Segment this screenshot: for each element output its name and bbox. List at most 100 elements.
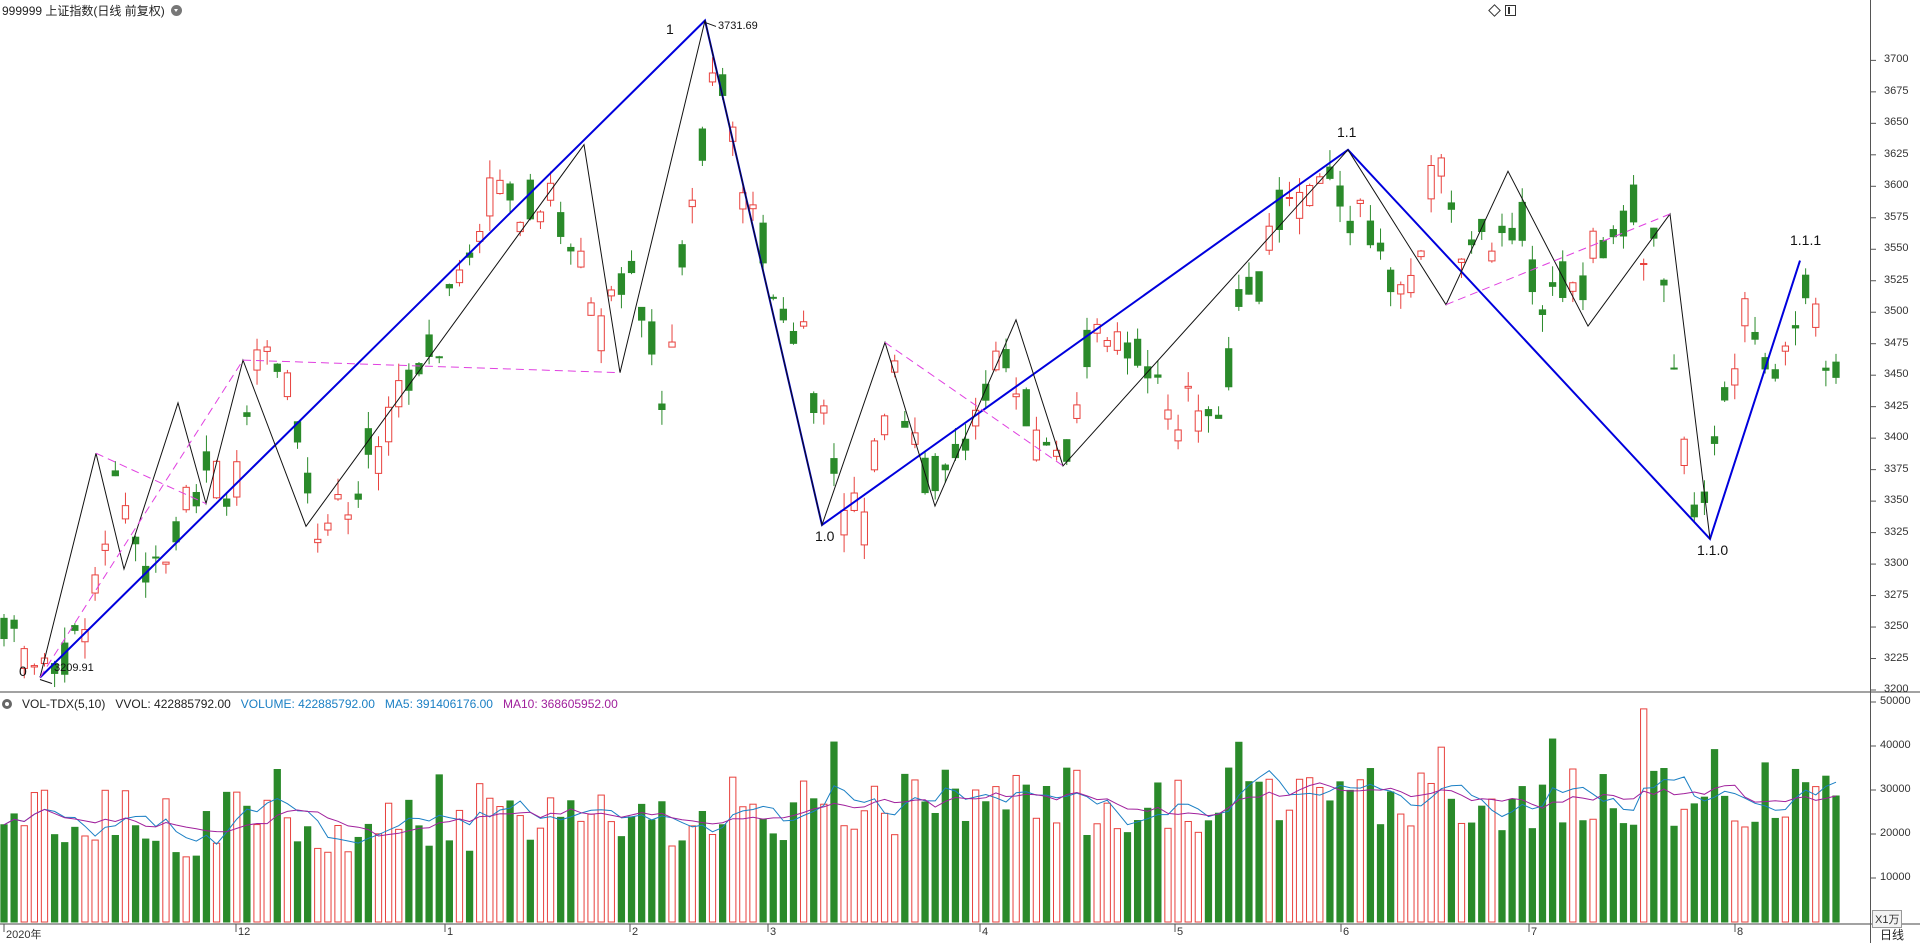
volume-indicator-title: VOL-TDX(5,10) VVOL: 422885792.00 VOLUME:… [2, 697, 618, 711]
volume-bar [1700, 796, 1709, 923]
candle-body [1194, 410, 1202, 432]
volume-bar [1437, 746, 1445, 923]
volume-bar [243, 805, 251, 923]
volume-bar [1245, 781, 1253, 923]
candle-body [840, 509, 848, 536]
low-marker [39, 679, 53, 684]
candle-body [1731, 368, 1739, 386]
volume-bar [131, 825, 140, 923]
volume-bar [880, 812, 889, 923]
volume-bar [1822, 775, 1830, 923]
candle-body [1285, 196, 1294, 199]
volume-bar [101, 789, 109, 923]
volume-bar [1650, 770, 1658, 923]
volume-bar [1083, 834, 1091, 923]
candle-body [759, 222, 767, 264]
volume-bar [1609, 808, 1617, 923]
volume-tick-label: 20000 [1880, 827, 1911, 839]
volume-bar [435, 774, 443, 923]
candle-body [1275, 189, 1283, 230]
volume-bar [1731, 820, 1739, 923]
volume-bar [1123, 832, 1132, 923]
volume-value: VOLUME: 422885792.00 [240, 697, 375, 711]
volume-bar [1316, 786, 1324, 923]
volume-bar [921, 801, 929, 923]
candle-body [172, 521, 180, 543]
candle-body [1781, 345, 1790, 352]
candle-body [536, 211, 545, 223]
candle-body [1184, 385, 1192, 389]
volume-bar [779, 840, 787, 923]
candle-body [1629, 184, 1638, 223]
candle-body [1457, 258, 1466, 263]
chevron-down-icon[interactable] [170, 5, 182, 16]
panel-toggle-icon[interactable] [1505, 5, 1516, 16]
price-axis[interactable] [1870, 0, 1920, 943]
candle-body [1832, 361, 1840, 378]
dashed-wave-line [1445, 213, 1671, 306]
candle-body [1488, 250, 1496, 262]
candle-body [20, 648, 28, 669]
volume-tick-label: 50000 [1880, 695, 1911, 707]
period-label[interactable]: 日线 [1880, 928, 1905, 942]
candle-body [1376, 242, 1385, 252]
candle-body [71, 625, 79, 631]
wave-label-0: 0 [19, 663, 27, 679]
diamond-icon[interactable] [1488, 4, 1501, 17]
candle-body [1609, 229, 1617, 238]
volume-bar [1194, 831, 1202, 923]
chart-title: 999999 上证指数(日线 前复权) [2, 2, 182, 19]
volume-bar [1397, 813, 1405, 923]
volume-bar [304, 826, 312, 923]
candle-body [1478, 218, 1486, 233]
candle-body [1447, 202, 1456, 210]
ma5-value: MA5: 391406176.00 [384, 697, 493, 711]
candle-body [891, 360, 899, 373]
volume-bar [506, 800, 514, 923]
volume-bar [1174, 779, 1182, 923]
volume-bar [901, 773, 909, 923]
volume-bar [384, 802, 393, 923]
candle-body [243, 412, 251, 417]
candle-body [506, 183, 514, 201]
volume-bar [648, 819, 656, 923]
volume-unit-badge[interactable]: X1万 [1872, 910, 1903, 928]
candle-body [1063, 439, 1071, 462]
volume-bar [172, 852, 180, 923]
price-tick-label: 3425 [1884, 399, 1909, 412]
candle-body [253, 349, 261, 371]
volume-bar [1275, 820, 1283, 923]
candle-body [1346, 220, 1354, 234]
volume-bar [1063, 767, 1071, 923]
candle-body [638, 306, 646, 321]
indicator-name[interactable]: VOL-TDX(5,10) [22, 697, 106, 711]
candle-body [880, 415, 889, 436]
volume-bar [1214, 812, 1223, 923]
volume-bar [395, 828, 403, 923]
candle-body [1528, 259, 1536, 293]
candle-body [1498, 225, 1506, 234]
volume-bar [354, 836, 362, 923]
volume-bar [1579, 820, 1587, 923]
price-tick-label: 3275 [1884, 588, 1909, 601]
volume-bar [0, 824, 8, 923]
volume-bar [820, 803, 828, 923]
price-tick-label: 3650 [1884, 116, 1909, 129]
volume-bar [1721, 795, 1729, 923]
candle-body [1791, 325, 1800, 329]
candle-body [121, 505, 130, 520]
volume-bar [1640, 708, 1648, 923]
gear-icon[interactable] [2, 699, 12, 709]
volume-bar [789, 802, 798, 923]
volume-bar [597, 794, 605, 923]
price-tick-label: 3325 [1884, 525, 1909, 538]
volume-bar [1012, 774, 1020, 923]
volume-bar [1518, 786, 1526, 923]
candle-body [405, 369, 413, 391]
candle-body [101, 543, 109, 551]
volume-bar [799, 780, 808, 923]
candle-body [395, 380, 403, 408]
candle-body [1599, 239, 1607, 259]
